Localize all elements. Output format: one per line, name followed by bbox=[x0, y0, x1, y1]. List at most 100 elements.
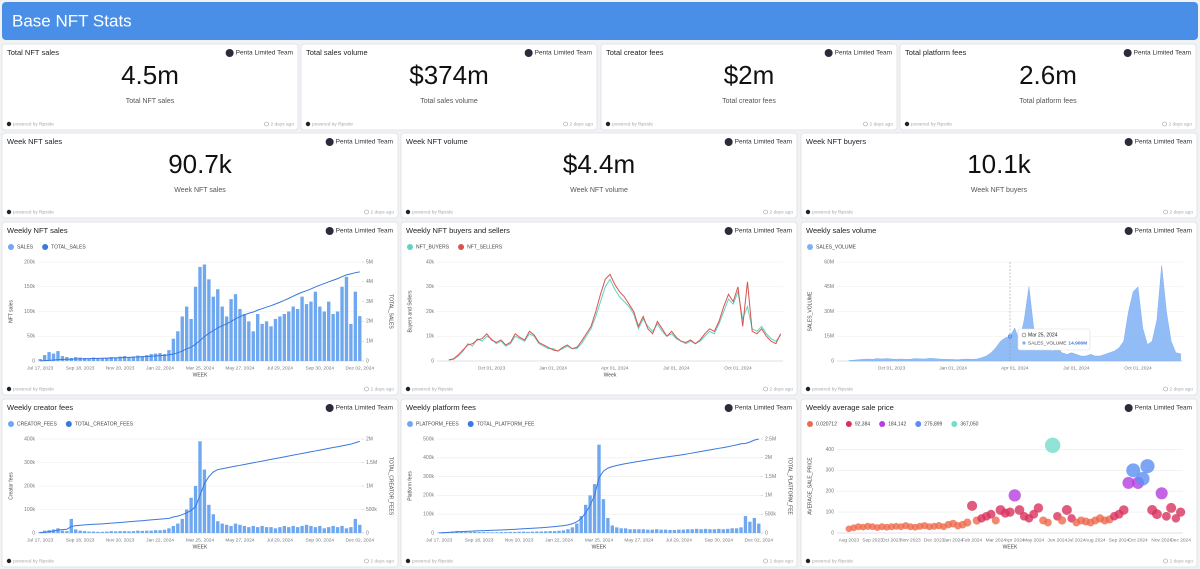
bar bbox=[344, 528, 349, 533]
y-axis-title: AVERAGE_SALE_PRICE bbox=[807, 457, 813, 515]
bar bbox=[131, 356, 136, 361]
bar bbox=[180, 316, 184, 361]
stat-value: 10.1k bbox=[967, 149, 1032, 179]
owner-name: Penta Limited Team bbox=[336, 228, 393, 235]
y-tick-label: 100k bbox=[24, 309, 35, 315]
y2-tick-label: 5M bbox=[366, 259, 373, 265]
y2-tick-label: 0 bbox=[765, 530, 768, 536]
bar bbox=[358, 524, 362, 533]
y-tick-label: 0 bbox=[431, 358, 434, 364]
owner-name: Penta Limited Team bbox=[1135, 228, 1192, 235]
bar bbox=[588, 495, 592, 533]
y2-tick-label: 3M bbox=[366, 299, 373, 305]
bar bbox=[256, 527, 260, 533]
bar bbox=[82, 531, 87, 533]
bar bbox=[242, 313, 247, 361]
card-title: Weekly platform fees bbox=[406, 403, 476, 412]
x-tick-label: Dec 2024 bbox=[1170, 537, 1191, 543]
bar bbox=[535, 531, 539, 533]
bar bbox=[193, 486, 198, 533]
bar bbox=[300, 296, 304, 361]
y2-tick-label: 2M bbox=[765, 455, 772, 461]
stat-label: Week NFT volume bbox=[570, 187, 628, 194]
y-tick-label: 40k bbox=[426, 259, 435, 265]
x-tick-label: Sep 30, 2024 bbox=[306, 537, 335, 543]
y-tick-label: 0 bbox=[32, 358, 35, 364]
bar bbox=[331, 313, 335, 361]
bar bbox=[663, 529, 668, 533]
legend-label: TOTAL_CREATOR_FEES bbox=[75, 421, 134, 427]
flipside-logo bbox=[6, 386, 12, 392]
legend-marker bbox=[467, 421, 474, 427]
bar bbox=[473, 531, 477, 533]
powered-by: powered by flipside bbox=[612, 121, 653, 127]
bar bbox=[521, 531, 526, 533]
x-tick-label: Apr 2024 bbox=[1005, 537, 1025, 543]
card-title: Weekly average sale price bbox=[806, 403, 894, 412]
bubble bbox=[1058, 516, 1067, 525]
bubble bbox=[1118, 505, 1129, 515]
bar bbox=[304, 304, 309, 361]
legend-marker bbox=[65, 421, 72, 427]
legend-marker bbox=[407, 244, 413, 250]
bar bbox=[91, 531, 96, 533]
bar bbox=[295, 527, 300, 533]
bubble bbox=[1029, 509, 1039, 519]
y2-tick-label: 500k bbox=[765, 512, 776, 518]
bar bbox=[335, 311, 340, 361]
legend-label: NFT_BUYERS bbox=[416, 244, 450, 250]
bar bbox=[597, 444, 601, 533]
x-tick-label: Nov 2024 bbox=[1151, 537, 1172, 543]
legend-label: 184,142 bbox=[888, 421, 906, 427]
bar bbox=[38, 359, 42, 361]
y-tick-label: 15M bbox=[824, 334, 834, 340]
bar bbox=[229, 299, 233, 361]
y-tick-label: 300k bbox=[24, 460, 35, 466]
card bbox=[800, 132, 1198, 219]
y2-tick-label: 2M bbox=[366, 436, 373, 442]
x-tick-label: Dec 02, 2024 bbox=[346, 537, 375, 543]
y-tick-label: 500k bbox=[423, 436, 434, 442]
bar bbox=[278, 527, 282, 533]
x-tick-label: Jan 22, 2024 bbox=[146, 537, 174, 543]
bar bbox=[318, 525, 322, 533]
bar bbox=[495, 532, 499, 533]
x-tick-label: Oct 2024 bbox=[1128, 537, 1148, 543]
bar bbox=[82, 358, 87, 361]
bar bbox=[113, 357, 118, 361]
bar bbox=[508, 531, 512, 533]
bubble bbox=[1155, 487, 1168, 500]
bubble bbox=[991, 516, 1000, 525]
card-title: Weekly NFT sales bbox=[7, 226, 68, 235]
bar bbox=[136, 530, 140, 533]
bar bbox=[340, 525, 344, 533]
bar bbox=[610, 525, 615, 533]
bar bbox=[202, 469, 207, 533]
bubble bbox=[1008, 489, 1021, 502]
powered-by: powered by flipside bbox=[812, 558, 853, 564]
clock-icon bbox=[364, 386, 369, 392]
bar bbox=[273, 528, 278, 533]
clock-icon bbox=[763, 209, 768, 215]
x-tick-label: Sep 2023 bbox=[862, 537, 883, 543]
bar bbox=[167, 350, 171, 361]
card-title: Week NFT sales bbox=[7, 137, 62, 146]
bar bbox=[570, 527, 575, 533]
x-tick-label: Jan 22, 2024 bbox=[146, 365, 174, 371]
legend-label: SALES bbox=[17, 244, 34, 250]
bar bbox=[730, 528, 734, 533]
bar bbox=[681, 529, 686, 533]
x-tick-label: Jul 17, 2023 bbox=[27, 365, 53, 371]
y2-axis-title: TOTAL_PLATFORM_FEE bbox=[787, 457, 793, 515]
bar bbox=[145, 530, 149, 533]
powered-by: powered by flipside bbox=[911, 121, 952, 127]
bar bbox=[60, 356, 65, 361]
x-tick-label: Nov 20, 2023 bbox=[106, 537, 135, 543]
bar bbox=[282, 313, 287, 361]
x-tick-label: Sep 30, 2024 bbox=[705, 537, 734, 543]
y-tick-label: 400k bbox=[24, 436, 35, 442]
bar bbox=[189, 318, 193, 361]
bar bbox=[264, 321, 269, 361]
owner-avatar bbox=[724, 227, 733, 235]
